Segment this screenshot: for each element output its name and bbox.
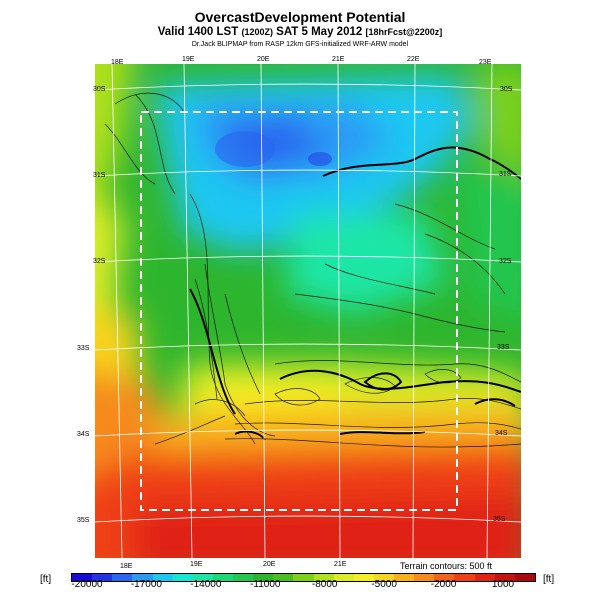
colorbar-swatch: [233, 574, 254, 581]
lat-label-left: 34S: [77, 431, 90, 438]
colorbar-swatch: [212, 574, 234, 581]
lon-label-bottom: 18E: [120, 563, 133, 570]
lon-label-top: 21E: [332, 56, 345, 63]
lat-label-left: 31S: [93, 172, 106, 179]
valid-time: Valid 1400 LST (1200Z) SAT 5 May 2012 [1…: [0, 26, 600, 38]
colorbar-swatch: [353, 574, 375, 581]
colorbar-swatch: [494, 574, 516, 581]
colorbar-swatch: [313, 574, 335, 581]
colorbar-swatch: [394, 574, 415, 581]
lat-label-left: 32S: [93, 258, 106, 265]
colorbar-swatch: [273, 574, 294, 581]
colorbar-swatch: [132, 574, 154, 581]
colorbar-swatch: [172, 574, 194, 581]
model-credit: Dr.Jack BLIPMAP from RASP 12km GFS-initi…: [191, 41, 409, 48]
lon-label-bottom: 19E: [190, 561, 203, 568]
colorbar-tick-label: 1000: [491, 579, 515, 590]
lon-label-bottom: 20E: [263, 561, 276, 568]
colorbar-swatch: [373, 574, 395, 581]
colorbar-swatch: [474, 574, 496, 581]
chart-title: OvercastDevelopment Potential: [194, 9, 406, 25]
colorbar-swatch: [92, 574, 113, 581]
colorbar-swatch: [112, 574, 133, 581]
colorbar-swatch: [253, 574, 274, 581]
lat-label-left: 30S: [93, 86, 106, 93]
forecast-map: [95, 64, 521, 558]
colorbar-swatch: [514, 574, 536, 581]
lon-label-top: 19E: [182, 56, 195, 63]
terrain-contours: [104, 92, 521, 448]
overcast-contours: [189, 146, 521, 441]
lon-label-top: 20E: [257, 56, 270, 63]
colorbar-swatch: [152, 574, 174, 581]
forecast-hour: [18hrFcst@2200z]: [365, 27, 443, 37]
valid-date: SAT 5 May 2012: [276, 26, 363, 38]
colorbar-unit-right: [ft]: [543, 574, 555, 585]
colorbar-swatch: [434, 574, 455, 581]
valid-utc: (1200Z): [241, 27, 273, 37]
lon-label-top: 22E: [407, 56, 420, 63]
lon-label-top: 23E: [479, 59, 492, 66]
colorbar-tick-label: -17000: [130, 579, 162, 590]
colorbar-tick-label: -11000: [250, 579, 281, 590]
colorbar-swatch: [72, 574, 93, 581]
terrain-contour-note: Terrain contours: 500 ft: [400, 561, 493, 571]
field-shading: [95, 64, 521, 558]
colorbar: [71, 573, 536, 582]
colorbar-swatch: [414, 574, 435, 581]
lat-label-left: 33S: [77, 345, 90, 352]
lat-label-right: 32S: [499, 258, 512, 265]
colorbar-tick-label: -8000: [311, 579, 338, 590]
lat-label-right: 31S: [499, 171, 512, 178]
graticule: [95, 64, 521, 558]
colorbar-swatch: [454, 574, 476, 581]
colorbar-tick-label: -20000: [71, 579, 103, 590]
lat-label-right: 34S: [495, 430, 508, 437]
colorbar-tick-label: -2000: [430, 579, 457, 590]
colorbar-swatch: [192, 574, 214, 581]
lon-label-top: 18E: [111, 59, 124, 66]
colorbar-unit-left: [ft]: [40, 574, 52, 585]
lat-label-right: 30S: [500, 86, 513, 93]
colorbar-tick-label: -5000: [371, 579, 397, 590]
lat-label-right: 35S: [493, 516, 506, 523]
lat-label-left: 35S: [77, 517, 90, 524]
colorbar-swatch: [293, 574, 315, 581]
lat-label-right: 33S: [497, 344, 510, 351]
colorbar-swatch: [333, 574, 355, 581]
colorbar-tick-label: -14000: [190, 579, 222, 590]
lon-label-bottom: 21E: [334, 561, 347, 568]
valid-main: Valid 1400 LST: [157, 26, 239, 38]
domain-boundary: [140, 111, 458, 511]
